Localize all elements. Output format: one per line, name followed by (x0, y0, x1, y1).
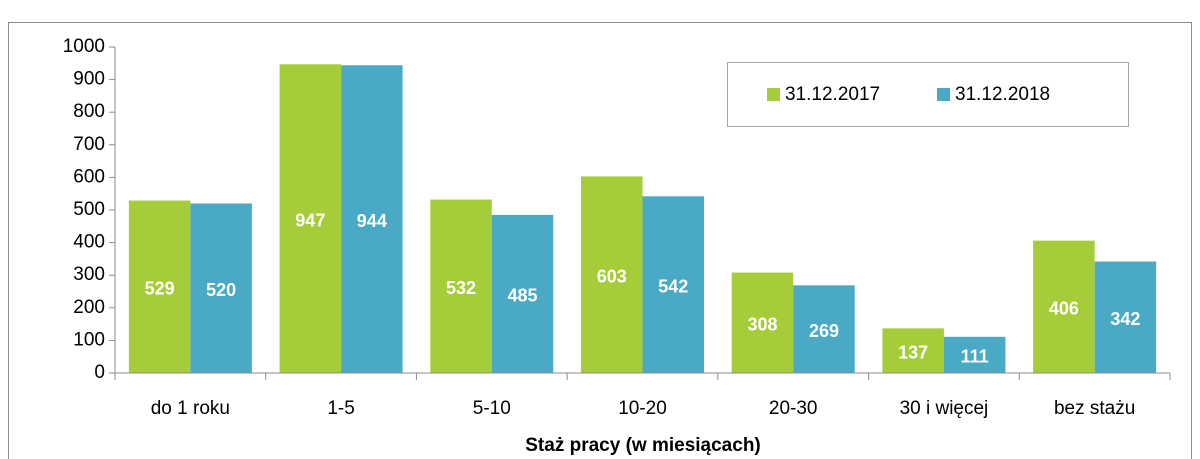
x-tick-label: 5-10 (473, 398, 511, 419)
bar (190, 203, 252, 373)
value-label: 269 (809, 321, 839, 341)
bar (581, 176, 643, 373)
y-tick-label: 500 (73, 199, 105, 220)
bar (341, 65, 403, 374)
bar (128, 200, 191, 373)
y-tick-label: 100 (73, 329, 105, 350)
y-tick-label: 1000 (63, 36, 105, 57)
x-tick-label: 10-20 (618, 398, 667, 419)
value-label: 342 (1110, 309, 1140, 329)
bar (642, 196, 704, 373)
value-label: 529 (145, 279, 175, 299)
value-label: 137 (898, 342, 928, 362)
y-tick-label: 300 (73, 264, 105, 285)
x-tick-label: bez stażu (1054, 398, 1135, 419)
value-label: 944 (357, 211, 387, 231)
value-label: 520 (206, 280, 236, 300)
y-tick-label: 400 (73, 232, 105, 253)
value-label: 603 (597, 266, 627, 286)
bar (1094, 261, 1157, 373)
value-label: 111 (961, 347, 989, 367)
x-tick-label: do 1 roku (151, 398, 230, 419)
legend-box (727, 62, 1129, 127)
value-label: 485 (508, 286, 538, 306)
bar (279, 64, 342, 373)
x-tick-label: 1-5 (327, 398, 354, 419)
x-tick-label: 30 i więcej (900, 398, 989, 419)
bar (731, 272, 794, 373)
bar (430, 199, 492, 373)
value-label: 532 (446, 278, 476, 298)
x-tick-label: 20-30 (769, 398, 818, 419)
bar (882, 328, 944, 373)
x-axis-title: Staż pracy (w miesiącach) (525, 435, 761, 456)
y-tick-label: 200 (73, 297, 105, 318)
bar (793, 285, 855, 373)
bar (491, 214, 554, 373)
legend-label: 31.12.2018 (955, 84, 1050, 105)
value-label: 542 (658, 276, 688, 296)
y-tick-label: 0 (94, 362, 105, 383)
value-label: 947 (295, 210, 325, 230)
bar (1033, 240, 1095, 373)
value-label: 308 (747, 315, 777, 335)
y-tick-label: 800 (73, 101, 105, 122)
y-tick-label: 700 (73, 134, 105, 155)
value-label: 406 (1049, 299, 1079, 319)
y-tick-label: 600 (73, 166, 105, 187)
legend-label: 31.12.2017 (785, 84, 880, 105)
legend-swatch (937, 88, 950, 101)
bar (943, 336, 1006, 373)
y-tick-label: 900 (73, 69, 105, 90)
legend-swatch (767, 88, 780, 101)
